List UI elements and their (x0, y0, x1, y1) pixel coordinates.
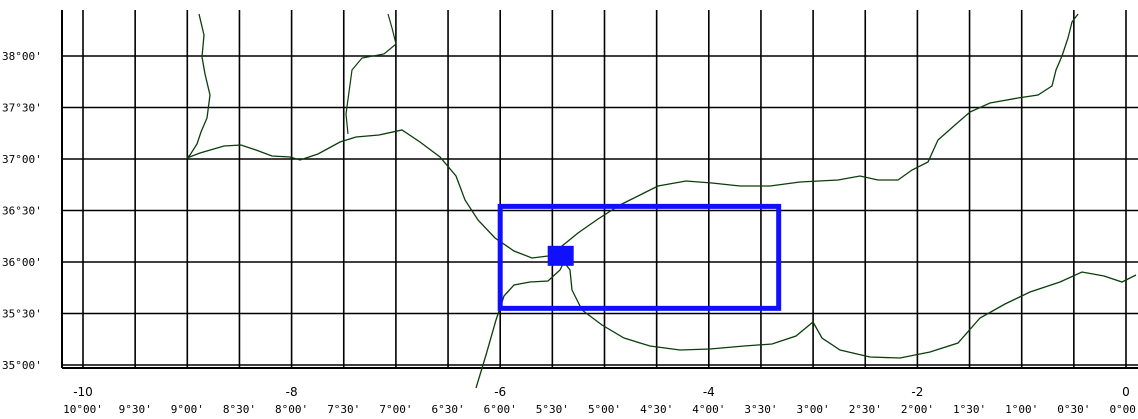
longitude-label: 5°30' (536, 403, 569, 416)
longitude-label: 8°30' (223, 403, 256, 416)
longitude-label: 0°30' (1057, 403, 1090, 416)
longitude-label: 6°00' (484, 403, 517, 416)
latitude-label: 35°00' (2, 359, 42, 372)
axis-labels: 38°00' 37°30' 37°00' 36°30' 36°00' 35°30' 35°0… (2, 50, 1138, 416)
latitude-label: 37°00' (2, 153, 42, 166)
latitude-label: 37°30' (2, 102, 42, 115)
latitude-label: 36°30' (2, 205, 42, 218)
longitude-label: 9°30' (119, 403, 152, 416)
longitude-label: 2°00' (901, 403, 934, 416)
annotations (497, 203, 782, 311)
longitude-major-label: -8 (286, 385, 298, 399)
longitude-label: 2°30' (849, 403, 882, 416)
longitude-major-label: 0 (1122, 385, 1130, 399)
longitude-label: 4°30' (640, 403, 673, 416)
latitude-label: 35°30' (2, 308, 42, 321)
longitude-major-label: -2 (911, 385, 923, 399)
longitude-label: 7°30' (327, 403, 360, 416)
longitude-label: 10°00' (63, 403, 103, 416)
longitude-label: 8°00' (275, 403, 308, 416)
longitude-label: 7°00' (379, 403, 412, 416)
longitude-label: 1°30' (953, 403, 986, 416)
longitude-label: 3°30' (744, 403, 777, 416)
longitude-major-label: -10 (73, 385, 93, 399)
longitude-major-label: -4 (703, 385, 715, 399)
longitude-label: 0°00' (1109, 403, 1138, 416)
study-area-box (497, 203, 782, 311)
africa-coastline (475, 260, 1137, 389)
latitude-label: 36°00' (2, 256, 42, 269)
longitude-label: 6°30' (431, 403, 464, 416)
longitude-major-label: -6 (494, 385, 506, 399)
longitude-label: 9°00' (171, 403, 204, 416)
longitude-label: 4°00' (692, 403, 725, 416)
coastlines (186, 13, 1137, 389)
site-marker (547, 245, 574, 266)
latitude-label: 38°00' (2, 50, 42, 63)
longitude-label: 1°00' (1005, 403, 1038, 416)
iberia-inlet-coastline (345, 13, 397, 135)
graticule (61, 10, 1138, 369)
longitude-label: 3°00' (797, 403, 830, 416)
longitude-label: 5°00' (588, 403, 621, 416)
iberia-coastline (186, 13, 1079, 259)
